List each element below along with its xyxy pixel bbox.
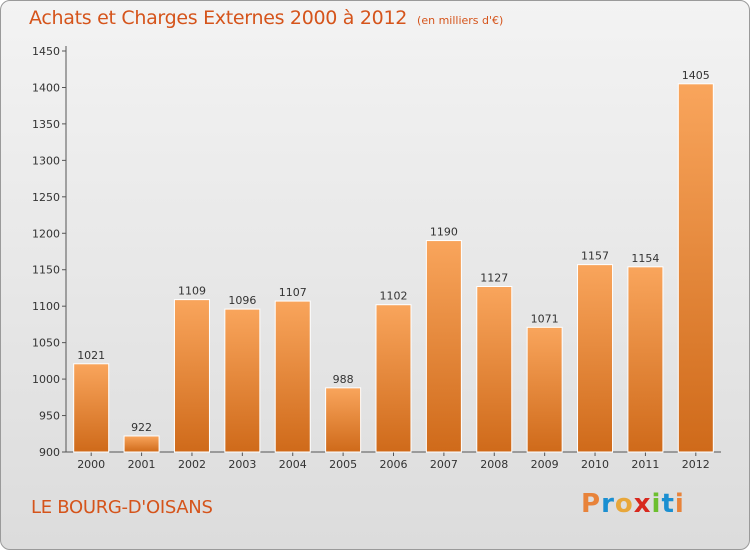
x-tick-label-2008: 2008 [480,458,508,471]
bar-2003 [224,308,261,453]
y-tick-label: 1200 [32,227,60,240]
data-label-2008: 1127 [480,271,508,284]
title-text: Achats et Charges Externes 2000 à 2012 [29,7,408,29]
y-tick-label: 1050 [32,337,60,350]
y-tick-label: 1250 [32,191,60,204]
logo-letter: o [614,489,634,519]
bar-2007 [425,240,462,453]
proxiti-logo: Proxiti [581,489,685,519]
data-label-2005: 988 [333,373,354,386]
data-label-2010: 1157 [581,250,609,263]
logo-letter: i [674,489,685,519]
logo-letter: r [601,489,615,519]
bar-2010 [577,264,614,453]
bar-2000 [73,363,110,453]
logo-letter: i [651,489,662,519]
x-tick-label-2001: 2001 [128,458,156,471]
chart-title: Achats et Charges Externes 2000 à 2012 (e… [29,7,503,29]
bar-2012 [677,83,714,453]
x-tick-label-2011: 2011 [631,458,659,471]
bar-2011 [627,266,664,453]
data-label-2006: 1102 [380,290,408,303]
x-tick-label-2007: 2007 [430,458,458,471]
data-label-2000: 1021 [77,349,105,362]
data-label-2004: 1107 [279,286,307,299]
commune-name: LE BOURG-D'OISANS [31,497,213,518]
x-tick-label-2009: 2009 [531,458,559,471]
x-tick-label-2005: 2005 [329,458,357,471]
logo-letter: P [581,489,602,519]
data-label-2007: 1190 [430,226,458,239]
y-tick-label: 950 [39,410,60,423]
y-tick-label: 1000 [32,373,60,386]
y-tick-label: 1350 [32,118,60,131]
x-tick-label-2000: 2000 [77,458,105,471]
y-tick-label: 1100 [32,300,60,313]
x-tick-label-2010: 2010 [581,458,609,471]
title-unit: (en milliers d'€) [417,14,504,27]
bar-2008 [476,285,513,453]
x-tick-label-2002: 2002 [178,458,206,471]
data-label-2002: 1109 [178,285,206,298]
data-label-2001: 922 [131,421,152,434]
x-tick-label-2003: 2003 [228,458,256,471]
chart-labels: 1021 2000 922 2001 1109 2002 1096 2003 1107 2004 9… [77,69,710,471]
y-tick-label: 1150 [32,264,60,277]
x-tick-label-2012: 2012 [682,458,710,471]
logo-letter: x [633,489,652,519]
chart-bars [73,83,714,453]
y-tick-label: 900 [39,446,60,459]
data-label-2003: 1096 [228,294,256,307]
data-label-2009: 1071 [531,312,559,325]
bar-2009 [526,326,563,453]
x-tick-label-2004: 2004 [279,458,307,471]
y-tick-label: 1300 [32,154,60,167]
y-tick-label: 1400 [32,81,60,94]
y-tick-label: 1450 [32,45,60,58]
data-label-2012: 1405 [682,69,710,82]
data-label-2011: 1154 [631,252,659,265]
x-tick-label-2006: 2006 [380,458,408,471]
bar-2004 [274,300,311,453]
bar-2006 [375,304,412,453]
bar-2005 [325,387,362,453]
bar-2002 [173,299,210,453]
bar-2001 [123,435,160,453]
logo-letter: t [661,489,675,519]
